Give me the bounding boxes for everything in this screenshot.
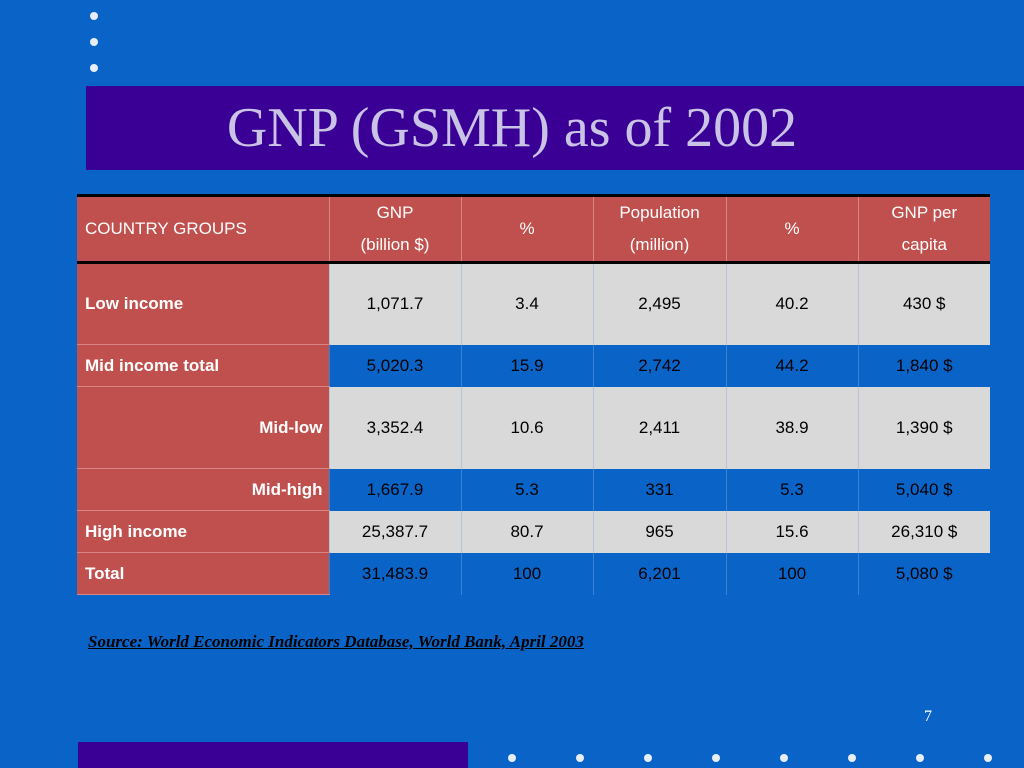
row-group-label: Mid-high [77,468,329,511]
per-capita-cell: 5,080 $ [857,552,990,595]
title-bar [86,86,1024,170]
population-percent-cell: 44.2 [725,344,858,387]
dot-icon [90,64,98,72]
row-group-label: Low income [77,262,329,345]
population-percent-cell: 38.9 [725,386,858,469]
dot-icon [780,754,788,762]
row-group-label: Total [77,552,329,595]
dot-icon [848,754,856,762]
slide-title: GNP (GSMH) as of 2002 [226,97,798,159]
population-cell: 331 [592,468,726,511]
footer-bar [78,742,468,768]
page-number: 7 [924,708,932,725]
gnp-cell: 5,020.3 [328,344,461,387]
header-population-percent: % [725,194,858,264]
table-row: Total 31,483.9 100 6,201 100 5,080 $ [77,552,990,595]
dot-icon [90,12,98,20]
population-percent-cell: 5.3 [725,468,858,511]
gnp-percent-cell: 10.6 [460,386,593,469]
per-capita-cell: 1,390 $ [857,386,990,469]
row-group-label: High income [77,510,329,553]
header-population: Population (million) [592,194,726,264]
dot-icon [644,754,652,762]
dot-icon [712,754,720,762]
gnp-cell: 3,352.4 [328,386,461,469]
population-percent-cell: 40.2 [725,262,858,345]
gnp-percent-cell: 80.7 [460,510,593,553]
population-cell: 6,201 [592,552,726,595]
gnp-cell: 25,387.7 [328,510,461,553]
per-capita-cell: 1,840 $ [857,344,990,387]
table-header-row: COUNTRY GROUPS GNP (billion $) % Populati… [77,194,990,264]
per-capita-cell: 26,310 $ [857,510,990,553]
table-row: Mid-low 3,352.4 10.6 2,411 38.9 1,390 $ [77,386,990,469]
row-group-label: Mid-low [77,386,329,469]
per-capita-cell: 430 $ [857,262,990,345]
gnp-percent-cell: 3.4 [460,262,593,345]
dot-icon [90,38,98,46]
population-cell: 2,742 [592,344,726,387]
header-country-groups: COUNTRY GROUPS [77,194,329,264]
population-cell: 965 [592,510,726,553]
gnp-table: COUNTRY GROUPS GNP (billion $) % Populati… [77,194,990,595]
table-row: Mid income total 5,020.3 15.9 2,742 44.2… [77,344,990,387]
per-capita-cell: 5,040 $ [857,468,990,511]
population-percent-cell: 100 [725,552,858,595]
header-gnp-per-capita: GNP per capita [857,194,990,264]
dot-icon [576,754,584,762]
dot-icon [916,754,924,762]
gnp-cell: 1,667.9 [328,468,461,511]
gnp-cell: 31,483.9 [328,552,461,595]
gnp-percent-cell: 15.9 [460,344,593,387]
population-percent-cell: 15.6 [725,510,858,553]
source-citation: Source: World Economic Indicators Databa… [88,632,584,651]
gnp-cell: 1,071.7 [328,262,461,345]
population-cell: 2,411 [592,386,726,469]
table-row: High income 25,387.7 80.7 965 15.6 26,31… [77,510,990,553]
population-cell: 2,495 [592,262,726,345]
gnp-percent-cell: 100 [460,552,593,595]
table-row: Mid-high 1,667.9 5.3 331 5.3 5,040 $ [77,468,990,511]
row-group-label: Mid income total [77,344,329,387]
header-gnp: GNP (billion $) [328,194,461,264]
table-row: Low income 1,071.7 3.4 2,495 40.2 430 $ [77,262,990,345]
gnp-percent-cell: 5.3 [460,468,593,511]
dot-icon [508,754,516,762]
dot-icon [984,754,992,762]
header-gnp-percent: % [460,194,593,264]
